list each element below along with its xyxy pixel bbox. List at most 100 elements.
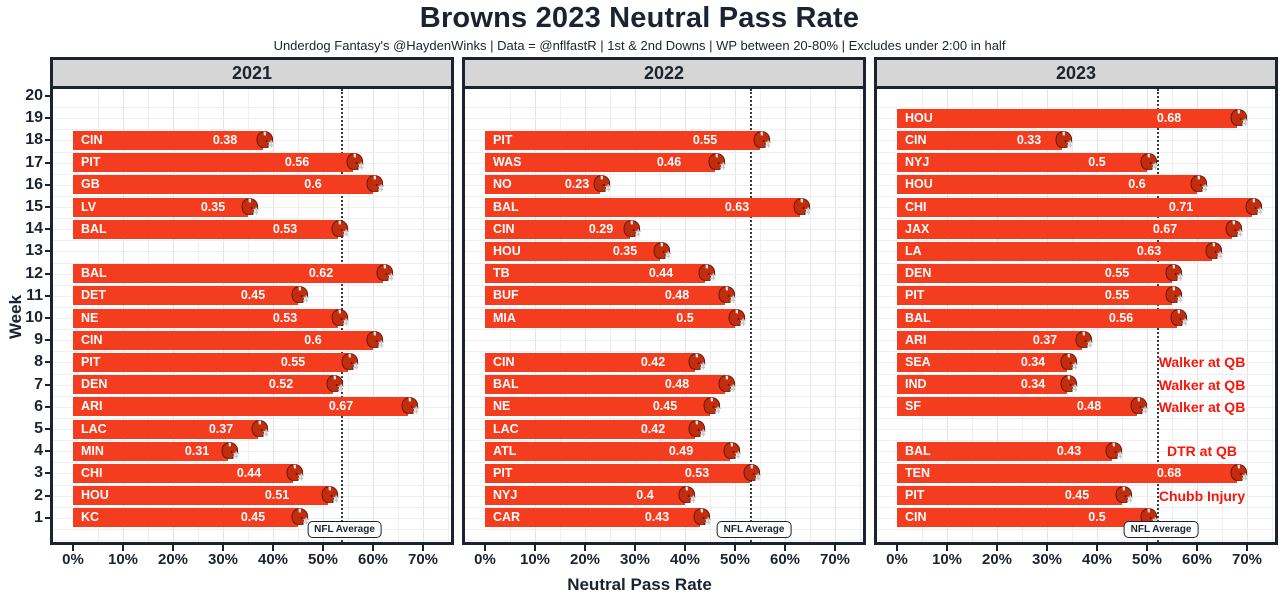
pass-rate-bar: CHI 0.44 bbox=[73, 463, 305, 483]
pass-rate-bar: IND 0.34 bbox=[897, 375, 1079, 395]
bar-value-label: 0.63 bbox=[724, 199, 750, 214]
browns-helmet-icon bbox=[249, 418, 271, 440]
bar-team-label: DEN bbox=[81, 377, 108, 392]
pass-rate-bar: MIN 0.31 bbox=[73, 441, 240, 461]
browns-helmet-icon bbox=[219, 440, 241, 462]
bar-team-label: HOU bbox=[905, 110, 933, 125]
browns-helmet-icon bbox=[324, 373, 346, 395]
browns-helmet-icon bbox=[254, 129, 276, 151]
bar-value-label: 0.49 bbox=[668, 443, 694, 458]
pass-rate-bar: NYJ 0.5 bbox=[897, 153, 1159, 173]
y-axis-tick bbox=[45, 361, 50, 364]
browns-helmet-icon bbox=[721, 440, 743, 462]
x-tick-label: 70% bbox=[1231, 551, 1263, 568]
pass-rate-bar: SF 0.48 bbox=[897, 397, 1149, 417]
pass-rate-bar: NE 0.53 bbox=[73, 308, 350, 328]
y-axis-tick bbox=[45, 272, 50, 275]
pass-rate-bar: SEA 0.34 bbox=[897, 352, 1079, 372]
nfl-average-line bbox=[750, 89, 752, 542]
browns-helmet-icon bbox=[284, 462, 306, 484]
bar-value-label: 0.5 bbox=[1088, 510, 1106, 525]
chart-subtitle: Underdog Fantasy's @HaydenWinks | Data =… bbox=[273, 38, 1006, 53]
pass-rate-bar: ARI 0.67 bbox=[73, 397, 420, 417]
bar-value-label: 0.52 bbox=[268, 377, 294, 392]
bar-team-label: PIT bbox=[81, 354, 101, 369]
bar-team-label: SF bbox=[905, 399, 921, 414]
x-axis-tick bbox=[272, 545, 274, 551]
bar-value-label: 0.55 bbox=[280, 354, 306, 369]
bar-value-label: 0.62 bbox=[308, 266, 334, 281]
browns-helmet-icon bbox=[1138, 151, 1160, 173]
nfl-average-label: NFL Average bbox=[307, 521, 382, 538]
gridline bbox=[1197, 89, 1198, 542]
x-tick-label: 30% bbox=[1031, 551, 1063, 568]
gridline bbox=[877, 306, 1275, 308]
y-axis-tick bbox=[45, 139, 50, 142]
bar-team-label: BUF bbox=[493, 288, 519, 303]
browns-helmet-icon bbox=[741, 462, 763, 484]
bar-team-label: TEN bbox=[905, 465, 930, 480]
gridline bbox=[465, 528, 863, 530]
x-tick-label: 60% bbox=[357, 551, 389, 568]
week-label: 17 bbox=[25, 153, 43, 171]
bar-team-label: SEA bbox=[905, 354, 931, 369]
browns-helmet-icon bbox=[716, 373, 738, 395]
browns-helmet-icon bbox=[686, 351, 708, 373]
bar-team-label: HOU bbox=[493, 243, 521, 258]
pass-rate-bar: LAC 0.42 bbox=[485, 419, 707, 439]
bar-team-label: NE bbox=[493, 399, 511, 414]
bar-team-label: BAL bbox=[493, 199, 519, 214]
pass-rate-bar: GB 0.6 bbox=[73, 175, 385, 195]
gridline bbox=[53, 351, 451, 353]
bar-value-label: 0.53 bbox=[272, 310, 298, 325]
gridline bbox=[53, 451, 451, 453]
qb-annotation: Walker at QB bbox=[1158, 398, 1246, 415]
bar-team-label: MIA bbox=[493, 310, 516, 325]
gridline bbox=[877, 140, 1275, 142]
gridline bbox=[877, 373, 1275, 375]
pass-rate-bar: DEN 0.55 bbox=[897, 264, 1184, 284]
gridline bbox=[877, 506, 1275, 508]
x-tick-label: 50% bbox=[307, 551, 339, 568]
x-axis-tick bbox=[534, 545, 536, 551]
gridline bbox=[877, 173, 1275, 175]
x-axis-tick bbox=[896, 545, 898, 551]
gridline bbox=[398, 89, 399, 542]
bar-team-label: NE bbox=[81, 310, 99, 325]
year-panel-2021: 2021 CIN 0.38 PIT 0.56 GB 0.6 LV 0.35 BAL 0.53 BAL 0… bbox=[50, 57, 454, 545]
pass-rate-bar: BAL 0.53 bbox=[73, 219, 350, 239]
bar-team-label: CHI bbox=[81, 465, 103, 480]
browns-helmet-icon bbox=[1203, 240, 1225, 262]
browns-helmet-icon bbox=[791, 196, 813, 218]
pass-rate-bar: CAR 0.43 bbox=[485, 508, 712, 528]
pass-rate-bar: BAL 0.63 bbox=[485, 197, 812, 217]
gridline bbox=[465, 462, 863, 464]
x-tick-label: 40% bbox=[1081, 551, 1113, 568]
week-label: 13 bbox=[25, 242, 43, 260]
gridline bbox=[53, 440, 451, 442]
gridline bbox=[835, 89, 836, 542]
x-tick-label: 0% bbox=[886, 551, 908, 568]
qb-annotation: Walker at QB bbox=[1158, 354, 1246, 371]
pass-rate-bar: NE 0.45 bbox=[485, 397, 722, 417]
pass-rate-bar: HOU 0.68 bbox=[897, 108, 1249, 128]
pass-rate-bar: PIT 0.45 bbox=[897, 486, 1134, 506]
browns-helmet-icon bbox=[344, 151, 366, 173]
x-axis-tick bbox=[834, 545, 836, 551]
x-tick-label: 50% bbox=[1131, 551, 1163, 568]
gridline bbox=[465, 151, 863, 153]
gridline bbox=[877, 129, 1275, 131]
x-axis-tick bbox=[484, 545, 486, 551]
bar-value-label: 0.55 bbox=[1104, 266, 1130, 281]
gridline bbox=[465, 373, 863, 375]
gridline bbox=[465, 240, 863, 242]
gridline bbox=[877, 329, 1275, 331]
gridline bbox=[53, 240, 451, 242]
panel-strip-year-label: 2023 bbox=[1055, 63, 1097, 83]
gridline bbox=[53, 218, 451, 220]
gridline bbox=[785, 89, 786, 542]
gridline bbox=[877, 484, 1275, 486]
year-panel-2023: 2023 HOU 0.68 CIN 0.33 NYJ 0.5 HOU 0.6 CHI 0.71 JAX… bbox=[874, 57, 1278, 545]
pass-rate-bar: BUF 0.48 bbox=[485, 286, 737, 306]
gridline bbox=[53, 129, 451, 131]
